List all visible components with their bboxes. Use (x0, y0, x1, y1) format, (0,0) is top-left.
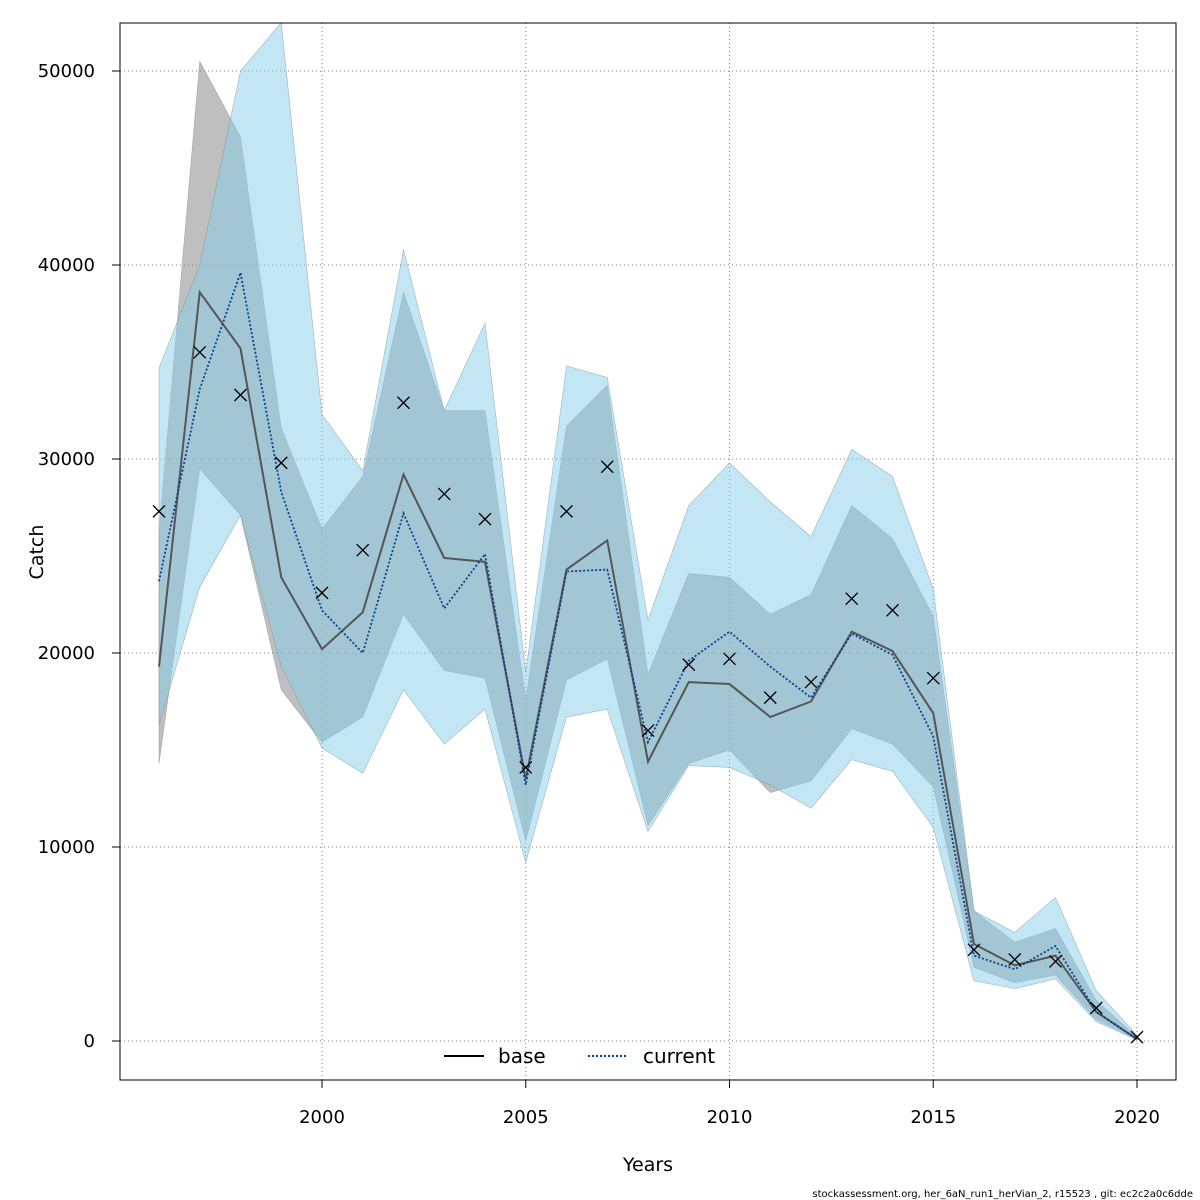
x-tick-label-2015: 2015 (910, 1107, 956, 1128)
line-current (158, 269, 1138, 1040)
observed-point-2005 (519, 761, 533, 774)
x-tick-label-2005: 2005 (503, 1107, 549, 1128)
observed-point-2011 (763, 691, 777, 705)
observed-point-2001 (356, 543, 370, 557)
observed-point-2010 (723, 652, 736, 666)
confidence-bands (158, 23, 1138, 1041)
observed-point-2020 (1130, 1030, 1144, 1044)
line-base (158, 289, 1138, 1040)
legend-base-label: base (498, 1044, 546, 1068)
series-lines (158, 269, 1138, 1040)
y-tick-label-40000: 40000 (38, 255, 95, 276)
observed-point-2015 (926, 671, 940, 685)
observed-points (152, 345, 1144, 1044)
y-tick-label-10000: 10000 (38, 837, 95, 858)
y-axis-title: Catch (26, 525, 48, 580)
y-tick-label-50000: 50000 (38, 61, 95, 82)
x-tick-label-2020: 2020 (1114, 1107, 1160, 1128)
observed-point-2009 (682, 658, 696, 672)
band-current (158, 23, 1138, 1041)
observed-point-2019 (1089, 1001, 1103, 1015)
footnote: stockassessment.org, her_6aN_run1_herVia… (812, 1189, 1193, 1200)
grid (120, 23, 1176, 1080)
observed-point-2018 (1049, 955, 1062, 968)
observed-point-2006 (560, 504, 573, 518)
observed-point-2013 (845, 592, 859, 606)
legend-current-label: current (643, 1044, 715, 1068)
observed-point-1997 (193, 345, 207, 359)
plot-frame (119, 22, 1177, 1081)
y-axis: 0 10000 20000 30000 40000 50000 (38, 61, 120, 1052)
observed-point-1999 (274, 456, 288, 470)
observed-point-1996 (152, 504, 166, 518)
observed-point-1998 (234, 388, 247, 402)
observed-point-2002 (397, 396, 410, 410)
observed-point-2012 (804, 675, 818, 689)
x-tick-label-2000: 2000 (299, 1107, 345, 1128)
observed-point-2003 (437, 487, 451, 501)
y-tick-label-30000: 30000 (38, 449, 95, 470)
observed-point-2000 (315, 586, 329, 600)
observed-point-2008 (641, 724, 655, 738)
observed-point-2017 (1008, 953, 1022, 966)
legend: base current (444, 1044, 715, 1068)
observed-point-2007 (600, 460, 614, 474)
y-tick-label-20000: 20000 (38, 643, 95, 664)
observed-point-2004 (478, 512, 492, 526)
x-tick-label-2010: 2010 (707, 1107, 753, 1128)
observed-point-2016 (967, 943, 981, 957)
y-tick-label-0: 0 (84, 1031, 95, 1052)
observed-point-2014 (886, 603, 899, 617)
x-axis: 2000 2005 2010 2015 2020 (299, 1080, 1160, 1128)
x-axis-title: Years (622, 1154, 673, 1176)
